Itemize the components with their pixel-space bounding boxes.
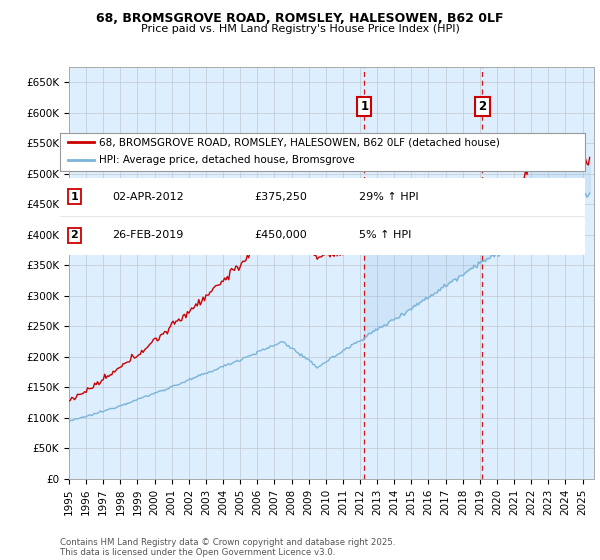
Text: 1: 1	[71, 192, 78, 202]
Text: HPI: Average price, detached house, Bromsgrove: HPI: Average price, detached house, Brom…	[100, 155, 355, 165]
Text: Contains HM Land Registry data © Crown copyright and database right 2025.
This d: Contains HM Land Registry data © Crown c…	[60, 538, 395, 557]
Text: £450,000: £450,000	[254, 231, 307, 240]
Text: 02-APR-2012: 02-APR-2012	[113, 192, 184, 202]
Text: Price paid vs. HM Land Registry's House Price Index (HPI): Price paid vs. HM Land Registry's House …	[140, 24, 460, 34]
Text: 2: 2	[71, 231, 78, 240]
Text: £375,250: £375,250	[254, 192, 307, 202]
Text: 5% ↑ HPI: 5% ↑ HPI	[359, 231, 412, 240]
Text: 1: 1	[360, 100, 368, 113]
Text: 68, BROMSGROVE ROAD, ROMSLEY, HALESOWEN, B62 0LF (detached house): 68, BROMSGROVE ROAD, ROMSLEY, HALESOWEN,…	[100, 137, 500, 147]
Text: 68, BROMSGROVE ROAD, ROMSLEY, HALESOWEN, B62 0LF: 68, BROMSGROVE ROAD, ROMSLEY, HALESOWEN,…	[96, 12, 504, 25]
Text: 2: 2	[478, 100, 487, 113]
Text: 26-FEB-2019: 26-FEB-2019	[113, 231, 184, 240]
Text: 29% ↑ HPI: 29% ↑ HPI	[359, 192, 419, 202]
